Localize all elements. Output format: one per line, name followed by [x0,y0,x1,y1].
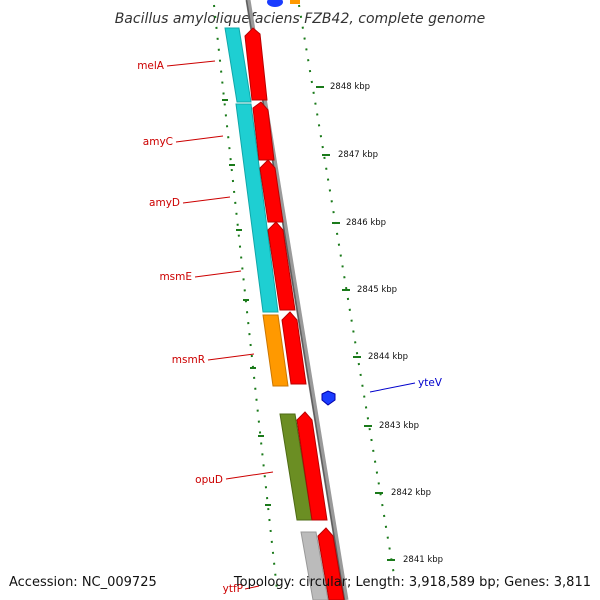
gene-label-yteV: yteV [418,377,443,389]
gene-arrow-msmE [267,221,296,311]
topology-text: Topology: circular; Length: 3,918,589 bp… [233,575,591,590]
gene-arrow-amyC [252,101,275,161]
gene-arrow-amyD [259,159,284,223]
left-ring-ticks [222,99,271,506]
gene-label-msmR: msmR [172,354,205,366]
gene-arrow-yteV [321,390,336,406]
map-title: Bacillus amyloliquefaciens FZB42, comple… [115,11,486,27]
reverse-strand-genes [224,27,329,600]
tick-label-2848: 2848 kbp [330,82,370,92]
tick-label-2842: 2842 kbp [391,488,431,498]
gene-labels: melA amyC amyD msmE msmR opuD ytfP yteV [137,60,443,595]
gene-label-msmE: msmE [159,271,192,283]
gene-bar-cyan-1 [224,27,252,103]
accession-text: Accession: NC_009725 [9,575,157,590]
label-leaders [166,60,416,590]
gene-label-amyD: amyD [149,197,180,209]
tick-label-2845: 2845 kbp [357,285,397,295]
tick-label-2847: 2847 kbp [338,150,378,160]
gene-arrow-melA [244,27,268,101]
tick-label-2843: 2843 kbp [379,421,419,431]
forward-strand-genes [244,27,345,600]
gene-arrow-opuD [296,411,328,521]
tick-label-2846: 2846 kbp [346,218,386,228]
gene-bar-orange [262,314,289,387]
gene-label-amyC: amyC [143,136,173,148]
top-partial-genes [267,0,300,7]
tick-label-2844: 2844 kbp [368,352,408,362]
gene-arrow-ytfP [317,527,345,600]
gene-bar-cyan-2 [235,103,279,313]
gene-label-opuD: opuD [195,474,223,486]
scale-ticks: 2848 kbp 2847 kbp 2846 kbp 2845 kbp 2844… [316,82,443,565]
gene-bar-grey [300,531,329,600]
tick-label-2841: 2841 kbp [403,555,443,565]
gene-label-ytfP: ytfP [223,583,243,595]
gene-label-melA: melA [137,60,165,72]
gene-arrow-msmR [281,311,307,385]
